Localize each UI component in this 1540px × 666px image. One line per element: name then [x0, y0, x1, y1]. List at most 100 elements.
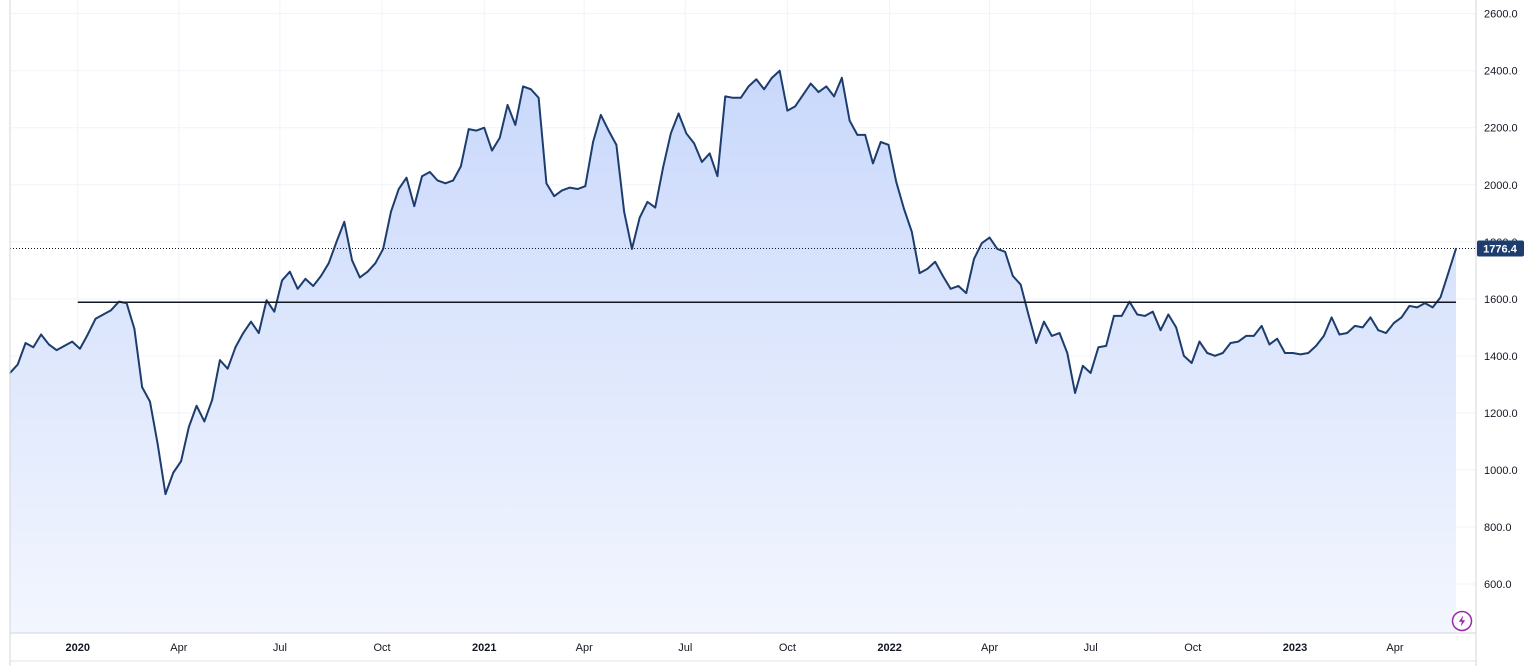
data-point	[514, 124, 517, 126]
data-point	[1284, 352, 1286, 354]
data-point	[732, 97, 734, 99]
data-point	[203, 420, 206, 423]
data-point	[250, 320, 252, 323]
last-price-badge-bg	[1477, 240, 1524, 257]
data-point	[421, 175, 423, 178]
data-point	[561, 189, 563, 192]
lightning-icon[interactable]	[1451, 610, 1473, 632]
data-point	[289, 270, 291, 273]
y-tick-label: 2000.0	[1484, 180, 1518, 192]
data-point	[825, 85, 828, 88]
data-point	[413, 205, 416, 207]
data-point	[747, 85, 750, 88]
data-point	[973, 258, 975, 260]
data-point	[86, 333, 89, 336]
data-point	[320, 275, 322, 277]
data-point	[335, 240, 338, 243]
data-point	[133, 327, 136, 330]
data-point	[988, 236, 991, 239]
data-point	[1089, 372, 1092, 374]
data-point	[1066, 352, 1069, 354]
data-point	[281, 279, 283, 282]
data-point	[1424, 302, 1426, 304]
data-point	[1221, 352, 1224, 354]
data-point	[94, 317, 97, 320]
data-point	[1058, 332, 1061, 334]
data-point	[156, 443, 159, 446]
data-point	[226, 367, 229, 370]
data-point	[841, 77, 843, 79]
data-point	[1447, 272, 1450, 274]
data-point	[1120, 315, 1123, 317]
data-point	[16, 363, 19, 366]
data-point	[475, 129, 478, 132]
data-point	[1260, 325, 1263, 327]
data-point	[304, 278, 307, 280]
y-axis[interactable]: 600.0800.01000.01200.01400.01600.01800.0…	[1484, 9, 1518, 591]
data-point	[164, 493, 167, 495]
data-point	[872, 162, 874, 165]
data-point	[125, 302, 128, 304]
last-price-badge: 1776.4	[1477, 240, 1524, 257]
y-tick-label: 2400.0	[1484, 66, 1518, 78]
data-point	[631, 248, 633, 250]
data-point	[568, 186, 571, 189]
data-point	[1198, 340, 1201, 343]
data-point	[530, 88, 532, 91]
data-point	[1082, 365, 1084, 367]
data-point	[374, 262, 377, 264]
data-point	[1439, 296, 1442, 299]
data-point	[1268, 343, 1271, 346]
data-point	[32, 346, 35, 349]
x-tick-label: 2020	[66, 642, 90, 654]
data-point	[1369, 316, 1372, 319]
data-point	[149, 400, 151, 403]
data-point	[879, 141, 882, 143]
data-point	[351, 259, 353, 262]
data-point	[1159, 329, 1162, 331]
data-point	[576, 188, 579, 190]
data-point	[382, 248, 384, 250]
data-point	[693, 142, 695, 145]
data-point	[965, 292, 968, 294]
data-point	[701, 161, 703, 163]
data-point	[444, 182, 447, 185]
data-point	[1330, 316, 1333, 319]
data-point	[1393, 322, 1395, 324]
data-point	[794, 105, 796, 108]
data-point	[934, 260, 936, 263]
data-point	[1152, 310, 1154, 313]
data-point	[1175, 326, 1177, 329]
x-axis[interactable]: 2020 Apr Jul Oct 2021 Apr Jul Oct 2022 Apr Jul Oct 2…	[66, 642, 1404, 654]
y-tick-label: 1400.0	[1484, 351, 1518, 363]
y-tick-label: 1200.0	[1484, 408, 1518, 420]
data-point	[1128, 300, 1131, 303]
data-point	[1167, 313, 1170, 316]
data-point	[366, 270, 369, 273]
data-point	[1097, 346, 1100, 349]
data-point	[79, 347, 81, 350]
data-point	[219, 359, 221, 361]
data-point	[110, 309, 112, 312]
data-point	[786, 109, 789, 112]
last-price-label: 1776.4	[1483, 244, 1518, 256]
data-point	[1190, 362, 1193, 364]
data-point	[911, 231, 913, 233]
data-point	[677, 112, 680, 115]
x-tick-label: 2023	[1283, 642, 1307, 654]
data-point	[452, 179, 454, 182]
x-tick-label: Apr	[981, 642, 998, 654]
data-point	[1214, 355, 1216, 357]
y-tick-label: 1000.0	[1484, 465, 1518, 477]
data-point	[118, 300, 120, 303]
data-point	[436, 179, 439, 182]
data-point	[180, 460, 182, 463]
data-point	[1361, 326, 1364, 329]
data-point	[397, 188, 400, 190]
data-point	[584, 185, 587, 187]
data-point	[864, 134, 866, 136]
data-point	[1385, 332, 1387, 334]
data-point	[1377, 329, 1380, 331]
